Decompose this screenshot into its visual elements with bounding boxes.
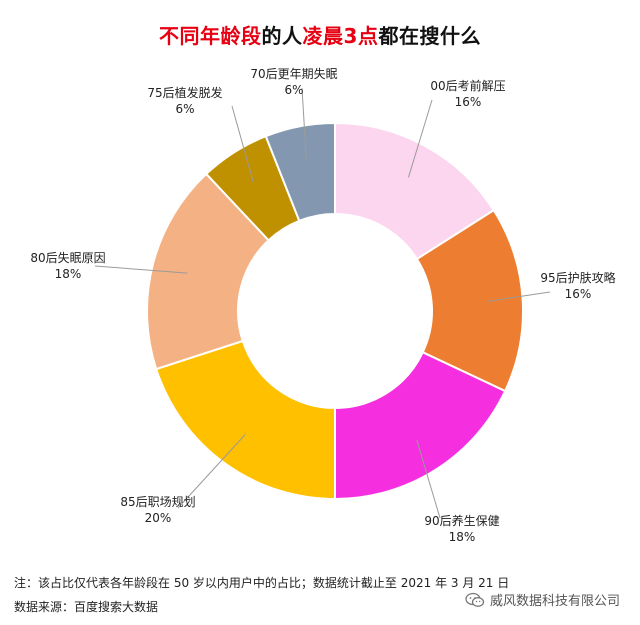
title-part-3: 凌晨3点 — [302, 24, 379, 48]
title-part-1: 不同年龄段 — [159, 24, 262, 48]
slice-label-4: 85后职场规划 — [120, 494, 195, 509]
leader-line-2 — [487, 291, 551, 302]
title-part-2: 的人 — [261, 24, 303, 48]
slice-label-1: 00后考前解压 — [430, 78, 505, 93]
slice-4 — [154, 339, 336, 501]
slice-2 — [415, 208, 524, 393]
slice-3 — [334, 350, 507, 501]
leader-line-6 — [231, 105, 254, 183]
leader-line-1 — [407, 99, 433, 178]
slice-value-label-1: 16% — [455, 95, 482, 109]
leader-line-4 — [177, 434, 246, 509]
slice-value-label-7: 6% — [284, 83, 303, 97]
leader-lines-layer — [94, 87, 551, 519]
leader-line-7 — [301, 87, 307, 162]
slice-value-label-4: 20% — [145, 511, 172, 525]
leader-line-3 — [416, 439, 441, 519]
chart-title: 不同年龄段的人凌晨3点都在搜什么 — [0, 20, 640, 49]
slice-label-5: 80后失眠原因 — [30, 250, 105, 265]
slice-value-label-6: 6% — [175, 102, 194, 116]
slice-value-label-5: 18% — [55, 267, 82, 281]
slice-7 — [264, 121, 336, 223]
slice-label-2: 95后护肤攻略 — [540, 270, 615, 285]
slice-label-6: 75后植发脱发 — [147, 85, 222, 100]
slices-layer — [146, 121, 524, 501]
slice-value-label-3: 18% — [449, 530, 476, 544]
slice-1 — [334, 121, 496, 261]
title-part-4: 都在搜什么 — [378, 24, 481, 48]
footnote: 注：该占比仅代表各年龄段在 50 岁以内用户中的占比；数据统计截止至 2021 … — [14, 576, 510, 590]
watermark: 威风数据科技有限公司 — [465, 590, 620, 609]
slice-label-7: 70后更年期失眠 — [250, 66, 337, 81]
labels-layer: 00后考前解压 16% 95后护肤攻略 16% 90后养生保健 18% 85后职场规划 20%… — [30, 66, 615, 544]
slice-value-label-2: 16% — [565, 287, 592, 301]
data-source: 数据来源：百度搜索大数据 — [14, 600, 159, 614]
wechat-icon — [465, 592, 485, 607]
slice-5 — [146, 172, 271, 371]
leader-line-5 — [94, 265, 188, 274]
slice-label-3: 90后养生保健 — [424, 513, 499, 528]
watermark-text: 威风数据科技有限公司 — [489, 594, 620, 609]
